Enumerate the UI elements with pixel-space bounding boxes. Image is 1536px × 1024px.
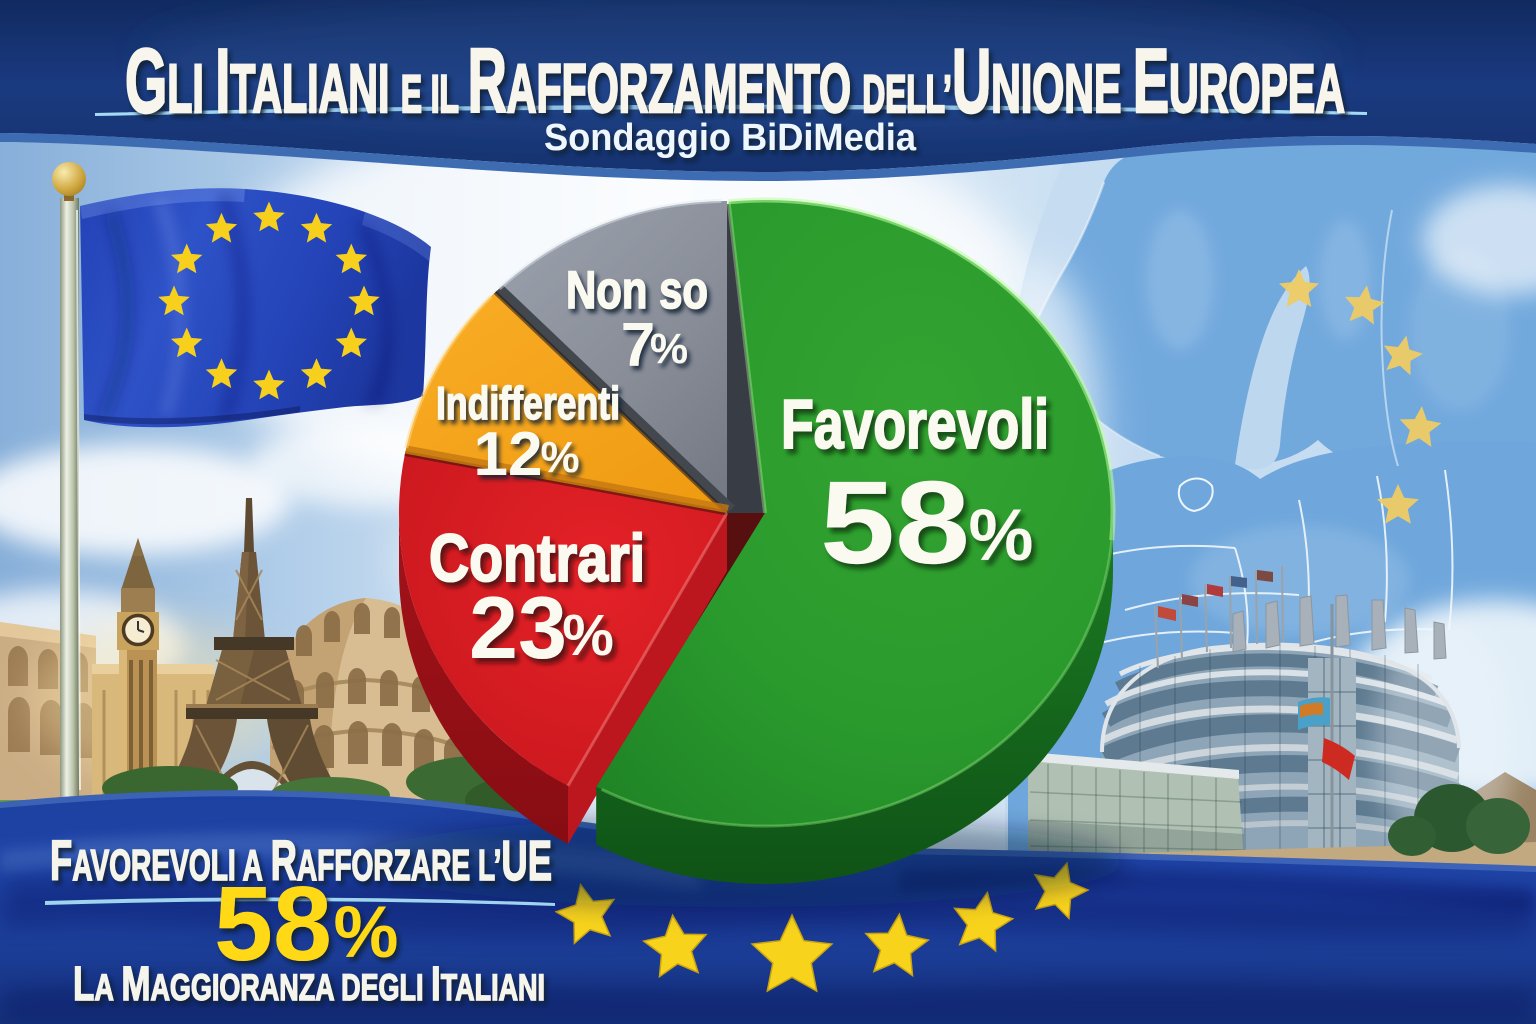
- svg-text:23: 23: [469, 578, 567, 677]
- svg-text:LA MAGGIORANZA DEGLI ITALIANI: LA MAGGIORANZA DEGLI ITALIANI: [73, 958, 545, 1011]
- svg-text:Favorevoli: Favorevoli: [781, 385, 1049, 463]
- svg-text:58: 58: [820, 457, 970, 589]
- svg-text:GLI ITALIANI E IL RAFFORZAMENT: GLI ITALIANI E IL RAFFORZAMENTO DELL’UNI…: [125, 31, 1345, 132]
- svg-text:Indifferenti: Indifferenti: [436, 377, 620, 429]
- svg-text:58: 58: [214, 865, 332, 983]
- svg-text:%: %: [562, 603, 614, 668]
- svg-text:FAVOREVOLI A RAFFORZARE L’UE: FAVOREVOLI A RAFFORZARE L’UE: [50, 829, 552, 893]
- svg-text:Contrari: Contrari: [429, 521, 645, 596]
- svg-text:Sondaggio BiDiMedia: Sondaggio BiDiMedia: [544, 117, 917, 159]
- svg-text:12: 12: [474, 420, 543, 489]
- svg-text:%: %: [540, 433, 579, 482]
- svg-text:Non so: Non so: [566, 261, 708, 320]
- svg-text:%: %: [969, 495, 1034, 576]
- svg-text:%: %: [650, 325, 688, 373]
- svg-text:%: %: [334, 892, 399, 973]
- svg-text:7: 7: [621, 311, 655, 380]
